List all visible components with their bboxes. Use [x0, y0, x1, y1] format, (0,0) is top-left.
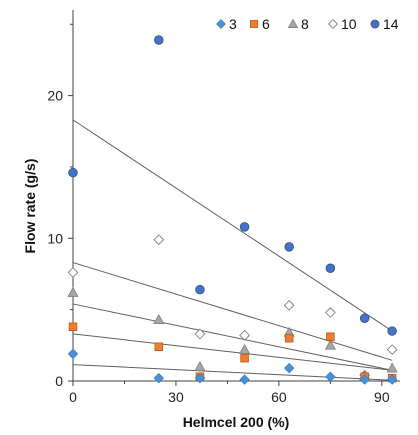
data-point-series-3	[284, 362, 295, 374]
data-point-series-3	[325, 371, 336, 382]
data-point-series-3	[194, 372, 206, 384]
data-point-series-14	[325, 263, 336, 274]
legend-label-series-8: 8	[301, 16, 309, 32]
legend-marker-series-14	[370, 19, 380, 29]
data-point-series-6	[68, 322, 78, 332]
data-point-series-6	[326, 332, 335, 342]
data-point-series-3	[67, 348, 79, 360]
legend-label-series-6: 6	[262, 16, 270, 32]
data-point-series-8	[194, 361, 206, 372]
y-tick-label: 20	[47, 88, 63, 104]
x-tick-label: 60	[271, 389, 287, 405]
y-tick-label: 0	[55, 373, 63, 389]
trendline-series-3	[72, 364, 393, 381]
data-point-series-10	[283, 299, 295, 311]
trendline-series-10	[72, 262, 393, 361]
data-point-series-6	[284, 333, 294, 343]
axes	[72, 10, 400, 382]
data-point-series-3	[359, 374, 370, 385]
legend-marker-series-8	[287, 18, 299, 29]
data-point-series-10	[324, 307, 336, 318]
y-axis-title: Flow rate (g/s)	[22, 159, 38, 254]
data-point-series-8	[153, 313, 165, 324]
data-point-series-10	[153, 234, 165, 246]
x-tick-label: 0	[69, 389, 77, 405]
data-point-series-14	[154, 35, 164, 45]
data-point-series-10	[67, 267, 79, 278]
data-points	[67, 35, 398, 385]
data-point-series-14	[68, 167, 78, 178]
ticks: 0 30 60 90 0 10 20	[47, 23, 390, 405]
x-tick-label: 90	[374, 389, 390, 405]
data-point-series-8	[67, 286, 79, 297]
data-point-series-8	[386, 362, 398, 373]
x-tick-label: 30	[168, 389, 184, 405]
data-point-series-6	[154, 342, 164, 352]
legend-marker-series-3	[216, 19, 226, 29]
data-point-series-10	[239, 329, 250, 341]
data-point-series-10	[194, 328, 206, 340]
legend-label-series-10: 10	[341, 16, 357, 32]
legend-label-series-14: 14	[383, 16, 399, 32]
data-point-series-10	[386, 344, 398, 356]
legend-label-series-3: 3	[229, 16, 237, 32]
data-point-series-3	[386, 374, 398, 385]
data-point-series-8	[238, 343, 251, 354]
data-point-series-3	[153, 372, 164, 384]
data-point-series-6	[240, 353, 249, 363]
data-point-series-14	[387, 326, 397, 336]
data-point-series-14	[359, 313, 370, 323]
trendline-series-14	[72, 119, 393, 332]
x-axis-title: Helmcel 200 (%)	[183, 414, 290, 430]
trendlines	[72, 119, 393, 381]
trendline-series-6	[72, 333, 393, 371]
legend-marker-series-10	[327, 18, 339, 30]
data-point-series-14	[284, 242, 294, 252]
trendline-series-8	[72, 303, 393, 371]
legend-marker-series-6	[250, 20, 258, 28]
data-point-series-8	[324, 339, 336, 350]
data-point-series-14	[239, 222, 250, 232]
y-tick-label: 10	[47, 230, 63, 246]
data-point-series-14	[195, 284, 205, 295]
legend: 3 6 8 10 14	[216, 16, 399, 32]
data-point-series-3	[239, 374, 250, 385]
